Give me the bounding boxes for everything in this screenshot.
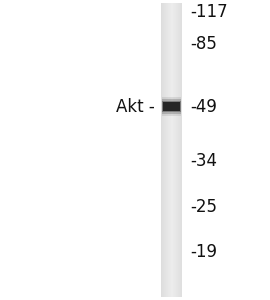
- Text: -49: -49: [190, 98, 217, 116]
- Text: -117: -117: [190, 3, 228, 21]
- FancyBboxPatch shape: [162, 99, 181, 114]
- Text: Akt -: Akt -: [116, 98, 154, 116]
- FancyBboxPatch shape: [163, 102, 180, 111]
- Text: -85: -85: [190, 35, 217, 53]
- Text: -19: -19: [190, 243, 217, 261]
- FancyBboxPatch shape: [162, 97, 181, 116]
- FancyBboxPatch shape: [162, 101, 181, 112]
- Text: -34: -34: [190, 152, 217, 169]
- Text: -25: -25: [190, 198, 217, 216]
